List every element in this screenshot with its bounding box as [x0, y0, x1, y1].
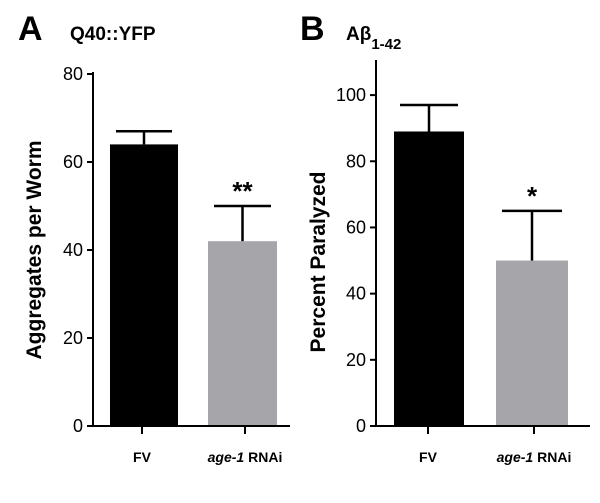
- panel-a-ytick-label-3: 60: [63, 152, 83, 172]
- panel-a-ytick-label-0: 0: [73, 416, 83, 436]
- panel-b-title-subscript: 1-42: [371, 36, 401, 53]
- panel-a-significance-1: **: [232, 176, 253, 206]
- panel-b-ylabel: Percent Paralyzed: [307, 172, 330, 353]
- panel-a-ytick-label-1: 20: [63, 328, 83, 348]
- panel-b-title: Aβ1-42: [346, 24, 401, 53]
- panel-b-bar-1: [496, 260, 568, 426]
- panel-a-bar-0: [110, 144, 178, 426]
- panel-a-letter: A: [18, 10, 43, 48]
- panel-a-ylabel: Aggregates per Worm: [23, 141, 46, 360]
- panel-a-plot: ** 0 20 40 60 80 FV age-1 RNAi: [63, 64, 290, 465]
- panel-b-ytick-label-5: 100: [336, 85, 366, 105]
- panel-b-ytick-label-3: 60: [346, 217, 366, 237]
- panel-a-category-label-1: age-1 RNAi: [208, 449, 283, 465]
- panel-b-ytick-label-2: 40: [346, 284, 366, 304]
- panel-a-bar-1: [208, 241, 277, 426]
- panel-b-plot: * 0 20 40 60 80 100 FV age-1 RNAi: [336, 60, 590, 465]
- panel-a-category-label-0: FV: [133, 449, 152, 465]
- panel-b-bar-0: [394, 131, 464, 426]
- panel-a-ytick-label-2: 40: [63, 240, 83, 260]
- panel-a-title: Q40::YFP: [70, 24, 156, 45]
- panel-a-ytick-label-4: 80: [63, 64, 83, 84]
- panel-b-significance-1: *: [527, 181, 538, 211]
- panel-b-title-main: Aβ: [346, 24, 371, 45]
- panel-b-ytick-label-1: 20: [346, 350, 366, 370]
- panel-b-letter: B: [300, 10, 325, 48]
- panel-b-ytick-label-4: 80: [346, 151, 366, 171]
- panel-b-category-label-1: age-1 RNAi: [497, 449, 572, 465]
- panel-b-category-label-0: FV: [419, 449, 438, 465]
- panel-b-ytick-label-0: 0: [356, 416, 366, 436]
